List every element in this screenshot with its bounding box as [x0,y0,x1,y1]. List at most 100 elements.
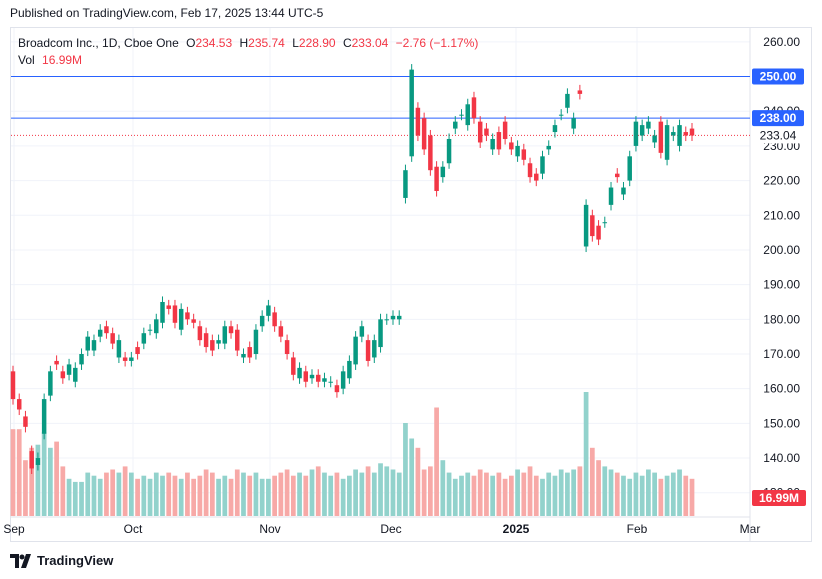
candle-body [633,121,639,146]
last-price-badge [752,127,804,144]
volume-bar [234,469,240,516]
candle-body [403,170,408,198]
high-value: 235.74 [248,36,285,50]
candle-body [66,364,72,375]
volume-bar [10,429,16,516]
volume-bar [446,472,452,516]
volume-bar [589,447,595,516]
candle-body [160,301,165,323]
volume-bar [459,475,464,516]
candle-body [97,329,103,337]
symbol-name[interactable]: Broadcom Inc., 1D, Cboe One [18,36,179,50]
volume-bar [222,475,228,516]
candle-body [35,458,41,465]
candle-body [172,305,178,323]
volume-bar [29,447,35,516]
candle-body [353,336,358,365]
volume-bar [384,466,390,516]
volume-bar [484,472,489,516]
candle-body [390,315,396,320]
candle-body [453,121,458,129]
candle-body [23,416,28,427]
volume-bar [677,469,682,516]
volume-bar [577,466,583,516]
volume-bar [533,475,539,516]
volume-bar [670,472,676,516]
candle-body [10,371,16,400]
candle-body [571,118,576,129]
volume-bar [72,481,78,516]
volume-bar [496,472,502,516]
candle-body [129,357,134,361]
volume-bar [128,472,134,516]
x-axis-label: Nov [259,522,280,536]
candle-body [446,138,452,164]
volume-bar [596,460,601,516]
volume-bar [166,472,172,516]
volume-bar [266,478,271,516]
candle-body [79,354,84,365]
candle-body [309,374,315,379]
candle-body [521,149,527,160]
candle-body [91,340,97,351]
close-label: C [342,36,352,50]
volume-bar [452,478,458,516]
candle-body [677,125,682,146]
volume-bar [340,478,346,516]
x-axis-label: Feb [627,522,648,536]
volume-bar [415,447,421,516]
volume-bar [652,472,657,516]
volume-bar [197,475,203,516]
volume-bar [378,463,383,516]
candle-body [272,312,277,327]
candle-body [60,371,66,379]
volume-bar [639,475,645,516]
candle-body [110,333,115,344]
candle-body [154,319,159,334]
candle-body [247,347,252,358]
candle-body [135,347,140,354]
candle-body [228,326,234,334]
y-tick-label: 160.00 [763,382,800,396]
candle-body [421,118,427,150]
volume-bar [290,475,296,516]
volume-bar [527,466,533,516]
tradingview-footer[interactable]: TradingView [10,553,113,568]
candle-body [527,163,533,178]
volume-bar [434,407,439,516]
x-axis-label: Dec [380,522,401,536]
volume-bar [658,478,664,516]
volume-bar [322,472,327,516]
volume-bar [247,475,253,516]
candle-body [210,340,215,351]
candle-body [671,132,676,136]
volume-bar [172,475,178,516]
volume-label[interactable]: Vol [18,53,35,67]
candle-body [627,156,632,181]
candle-body [235,329,240,351]
candle-body [29,451,34,469]
volume-bar [646,469,651,516]
candle-body [396,315,402,320]
candle-body [116,340,122,358]
candle-body [384,319,390,321]
candle-body [646,121,651,129]
volume-bar [365,466,371,516]
volume-bar [465,472,471,516]
y-tick-label: 140.00 [763,451,800,465]
candle-body [415,107,421,136]
candle-body [465,104,470,126]
candle-body [178,308,184,330]
candle-body [185,312,190,320]
volume-bar [116,472,122,516]
volume-bar [571,469,577,516]
candle-body [365,340,371,361]
candle-body [552,125,558,133]
volume-bar [552,475,558,516]
candle-body [284,340,290,354]
volume-bar [359,472,365,516]
volume-badge-text: 16.99M [759,491,799,505]
candle-body [484,128,489,136]
volume-bar [284,469,290,516]
